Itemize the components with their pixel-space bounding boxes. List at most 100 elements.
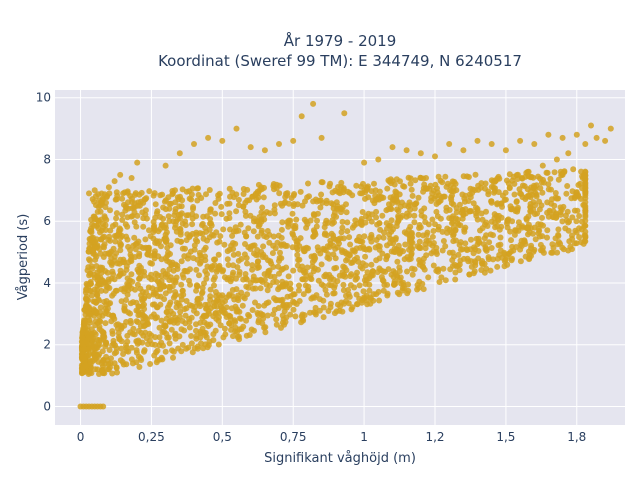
data-point: [111, 253, 118, 260]
data-point: [232, 319, 239, 325]
data-point: [439, 228, 446, 235]
data-point: [164, 244, 171, 251]
data-point: [134, 159, 141, 166]
data-point: [147, 260, 154, 266]
data-point: [384, 252, 391, 259]
data-point: [377, 226, 384, 233]
data-point: [252, 299, 258, 306]
data-point: [285, 200, 292, 207]
data-point: [321, 231, 328, 238]
data-point: [278, 324, 284, 331]
data-point: [557, 240, 564, 247]
data-point: [308, 253, 315, 260]
data-point: [276, 258, 282, 264]
data-point: [154, 278, 161, 285]
data-point: [215, 195, 222, 202]
data-point: [397, 178, 403, 185]
data-point: [122, 307, 128, 314]
data-point: [92, 193, 99, 200]
data-point: [210, 276, 217, 283]
data-point: [139, 339, 146, 346]
data-point: [318, 134, 325, 141]
data-point: [199, 290, 205, 297]
data-point: [201, 280, 207, 287]
data-point: [272, 245, 279, 252]
data-point: [517, 190, 524, 197]
data-point: [537, 185, 544, 192]
data-point: [97, 264, 104, 271]
data-point: [182, 245, 188, 252]
data-point: [403, 230, 410, 237]
data-point: [230, 228, 237, 235]
data-point: [244, 291, 251, 298]
data-point: [290, 306, 297, 313]
data-point: [102, 343, 109, 350]
data-point: [243, 317, 250, 324]
data-point: [418, 208, 425, 215]
data-point: [111, 360, 118, 367]
data-point: [392, 188, 399, 195]
data-point: [375, 156, 382, 163]
data-point: [408, 239, 415, 246]
data-point: [111, 276, 118, 283]
x-tick-label: 1,5: [496, 430, 515, 444]
data-point: [376, 265, 383, 272]
data-point: [113, 210, 120, 217]
data-point: [353, 182, 360, 189]
data-point: [154, 208, 161, 215]
data-point: [170, 294, 177, 301]
data-point: [354, 254, 360, 261]
data-point: [376, 255, 383, 262]
data-point: [557, 209, 564, 216]
data-point: [83, 286, 90, 293]
data-point: [361, 233, 368, 240]
data-point: [421, 181, 428, 188]
data-point: [391, 181, 398, 188]
data-point: [166, 340, 173, 347]
data-point: [563, 190, 570, 197]
data-point: [192, 237, 199, 243]
data-point: [506, 250, 512, 257]
data-point: [141, 348, 147, 355]
data-point: [473, 212, 480, 219]
data-point: [141, 301, 147, 308]
data-point: [393, 223, 400, 230]
data-point: [509, 243, 516, 250]
data-point: [159, 221, 166, 228]
data-point: [582, 207, 589, 214]
y-tick-label: 8: [43, 152, 51, 166]
data-point: [408, 244, 415, 251]
data-point: [483, 246, 490, 253]
data-point: [255, 181, 262, 188]
data-point: [100, 224, 107, 231]
data-point: [97, 318, 104, 325]
data-point: [362, 219, 369, 226]
data-point: [138, 357, 145, 363]
data-point: [363, 213, 369, 220]
data-point: [325, 251, 332, 258]
data-point: [544, 227, 551, 234]
data-point: [336, 272, 343, 279]
data-point: [139, 289, 146, 295]
data-point: [96, 326, 103, 333]
data-point: [124, 188, 131, 195]
data-point: [340, 281, 347, 288]
data-point: [243, 276, 250, 283]
data-point: [275, 232, 282, 239]
data-point: [576, 213, 583, 219]
data-point: [335, 184, 341, 190]
data-point: [86, 256, 92, 263]
data-point: [98, 269, 105, 276]
data-point: [302, 276, 309, 283]
data-point: [337, 303, 344, 310]
y-tick-label: 0: [43, 399, 51, 413]
data-point: [431, 195, 438, 202]
data-point: [178, 281, 185, 288]
x-tick-label: 1: [360, 430, 368, 444]
data-point: [485, 191, 492, 198]
data-point: [465, 258, 472, 265]
data-point: [452, 276, 459, 283]
data-point: [232, 328, 239, 335]
data-point: [396, 249, 403, 256]
data-point: [378, 274, 385, 280]
